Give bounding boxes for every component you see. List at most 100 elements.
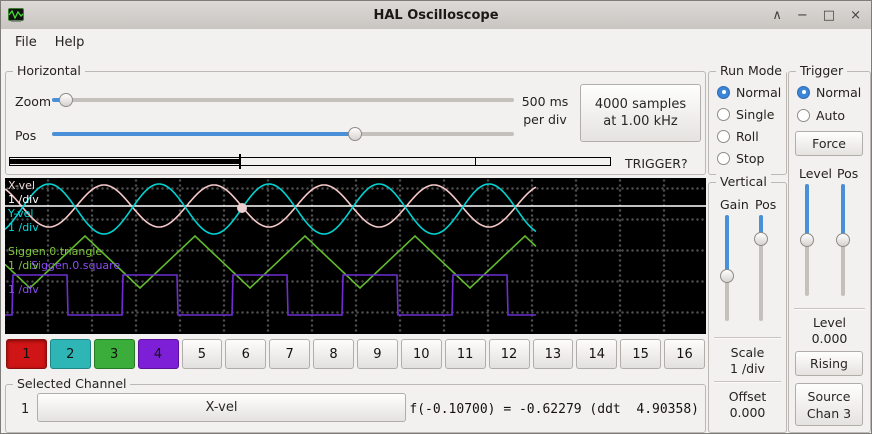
maximize-button[interactable]: □	[822, 7, 836, 23]
channel-button-4[interactable]: 4	[137, 339, 179, 369]
run-mode-option-normal[interactable]: Normal	[717, 83, 781, 101]
run-mode-group: Run Mode Normal Single Roll Stop	[708, 63, 787, 175]
app-icon	[8, 7, 24, 23]
run-mode-options: Normal Single Roll Stop	[717, 83, 781, 167]
horizontal-group-title: Horizontal	[13, 63, 85, 78]
channel-button-14[interactable]: 14	[576, 339, 618, 369]
separator	[714, 381, 781, 383]
channel-button-12[interactable]: 12	[488, 339, 530, 369]
menu-help[interactable]: Help	[54, 35, 85, 50]
selected-channel-group: Selected Channel 1 X-vel f(-0.10700) = -…	[5, 376, 706, 433]
vertical-pos-slider[interactable]	[752, 215, 770, 321]
radio-label: Stop	[736, 150, 765, 166]
vertical-offset-value: 0.000	[729, 405, 766, 420]
trigger-edge-button[interactable]: Rising	[795, 351, 863, 376]
radio-icon	[717, 129, 730, 143]
channel-button-11[interactable]: 11	[444, 339, 486, 369]
channel-button-row: 1 2 3 4 5 6 7 8 9 10 11 12 13 14 15 16	[6, 339, 705, 369]
trigger-source-channel: Chan 3	[806, 405, 852, 421]
trigger-source-button[interactable]: Source Chan 3	[795, 383, 863, 426]
svg-text:X-vel: X-vel	[8, 179, 35, 192]
svg-text:Siggen.0.square: Siggen.0.square	[31, 259, 120, 272]
trigger-mode-option-normal[interactable]: Normal	[797, 83, 861, 101]
capture-filled-region	[10, 159, 239, 164]
vertical-scale-caption: Scale	[730, 345, 765, 360]
samples-button[interactable]: 4000 samples at 1.00 kHz	[580, 84, 701, 142]
radio-icon	[717, 151, 730, 165]
svg-text:1 /div: 1 /div	[8, 193, 39, 206]
run-mode-option-roll[interactable]: Roll	[717, 127, 781, 145]
menu-file[interactable]: File	[15, 35, 37, 50]
time-per-div-value: 500 ms	[521, 94, 569, 109]
radio-icon	[797, 85, 810, 99]
view-window-box	[240, 157, 476, 166]
slider-handle[interactable]	[836, 233, 850, 247]
titlebar[interactable]: HAL Oscilloscope ∧ − □ ×	[1, 1, 871, 30]
svg-text:1 /div: 1 /div	[8, 259, 39, 272]
vertical-gain-slider[interactable]	[718, 215, 736, 321]
slider-handle[interactable]	[754, 232, 768, 247]
minimize-button[interactable]: −	[796, 7, 808, 23]
slider-handle[interactable]	[58, 93, 73, 107]
separator	[714, 337, 781, 339]
channel-value-readout: f(-0.10700) = -0.62279 (ddt 4.90358)	[409, 402, 699, 417]
trigger-group: Trigger Normal Auto Force Level Pos Level…	[788, 63, 871, 433]
run-mode-option-single[interactable]: Single	[717, 105, 781, 123]
channel-button-8[interactable]: 8	[313, 339, 354, 369]
capture-position-bar[interactable]	[9, 154, 613, 170]
trigger-mode-option-auto[interactable]: Auto	[797, 106, 861, 124]
slider-handle[interactable]	[347, 127, 362, 141]
radio-icon	[717, 107, 730, 121]
channel-button-5[interactable]: 5	[181, 339, 223, 369]
zoom-label: Zoom	[15, 94, 52, 109]
channel-button-16[interactable]: 16	[664, 339, 705, 369]
channel-button-6[interactable]: 6	[225, 339, 267, 369]
menubar: File Help	[1, 29, 871, 56]
selected-channel-number: 1	[21, 402, 30, 417]
channel-button-2[interactable]: 2	[49, 339, 91, 369]
force-button-label: Force	[812, 136, 846, 151]
slider-handle[interactable]	[800, 233, 814, 247]
slider-groove[interactable]	[725, 215, 729, 321]
pos-slider[interactable]	[52, 125, 514, 143]
trigger-level-label: Level	[799, 166, 832, 181]
trigger-level-caption: Level	[813, 315, 846, 330]
radio-icon	[797, 108, 810, 122]
channel-button-7[interactable]: 7	[269, 339, 311, 369]
svg-text:Y-vel: Y-vel	[7, 207, 33, 220]
radio-icon	[717, 85, 730, 99]
scope-display[interactable]: X-vel 1 /div Y-vel 1 /div Siggen.0.triangle S…	[5, 178, 706, 334]
svg-text:1 /div: 1 /div	[8, 221, 39, 234]
selected-channel-group-title: Selected Channel	[13, 376, 131, 391]
window-controls: ∧ − □ ×	[772, 9, 861, 22]
channel-button-1[interactable]: 1	[6, 339, 47, 369]
trigger-pos-slider[interactable]	[834, 184, 852, 296]
slider-groove[interactable]	[759, 215, 763, 321]
vertical-gain-label: Gain	[720, 197, 749, 212]
time-per-div-unit: per div	[523, 112, 567, 128]
vertical-pos-label: Pos	[755, 197, 777, 212]
trigger-level-slider[interactable]	[798, 184, 816, 296]
channel-button-3[interactable]: 3	[93, 339, 135, 369]
slider-handle[interactable]	[720, 269, 734, 284]
channel-button-15[interactable]: 15	[620, 339, 662, 369]
slider-groove[interactable]	[52, 98, 514, 102]
slider-fill	[725, 215, 729, 277]
channel-button-13[interactable]: 13	[532, 339, 574, 369]
shade-button[interactable]: ∧	[772, 7, 782, 23]
channel-name-button[interactable]: X-vel	[37, 393, 406, 422]
trigger-source-label: Source	[807, 388, 851, 404]
channel-button-10[interactable]: 10	[400, 339, 442, 369]
close-button[interactable]: ×	[850, 7, 861, 23]
trigger-question-label: TRIGGER?	[625, 156, 688, 171]
vertical-group: Vertical Gain Pos Scale 1 /div Offset 0.…	[708, 174, 787, 433]
channel-button-9[interactable]: 9	[357, 339, 398, 369]
run-mode-option-stop[interactable]: Stop	[717, 149, 781, 167]
slider-groove[interactable]	[52, 132, 514, 136]
time-per-div-label: 500 ms per div	[516, 93, 574, 129]
separator	[794, 308, 865, 310]
force-button[interactable]: Force	[795, 131, 863, 156]
zoom-slider[interactable]	[52, 91, 514, 109]
